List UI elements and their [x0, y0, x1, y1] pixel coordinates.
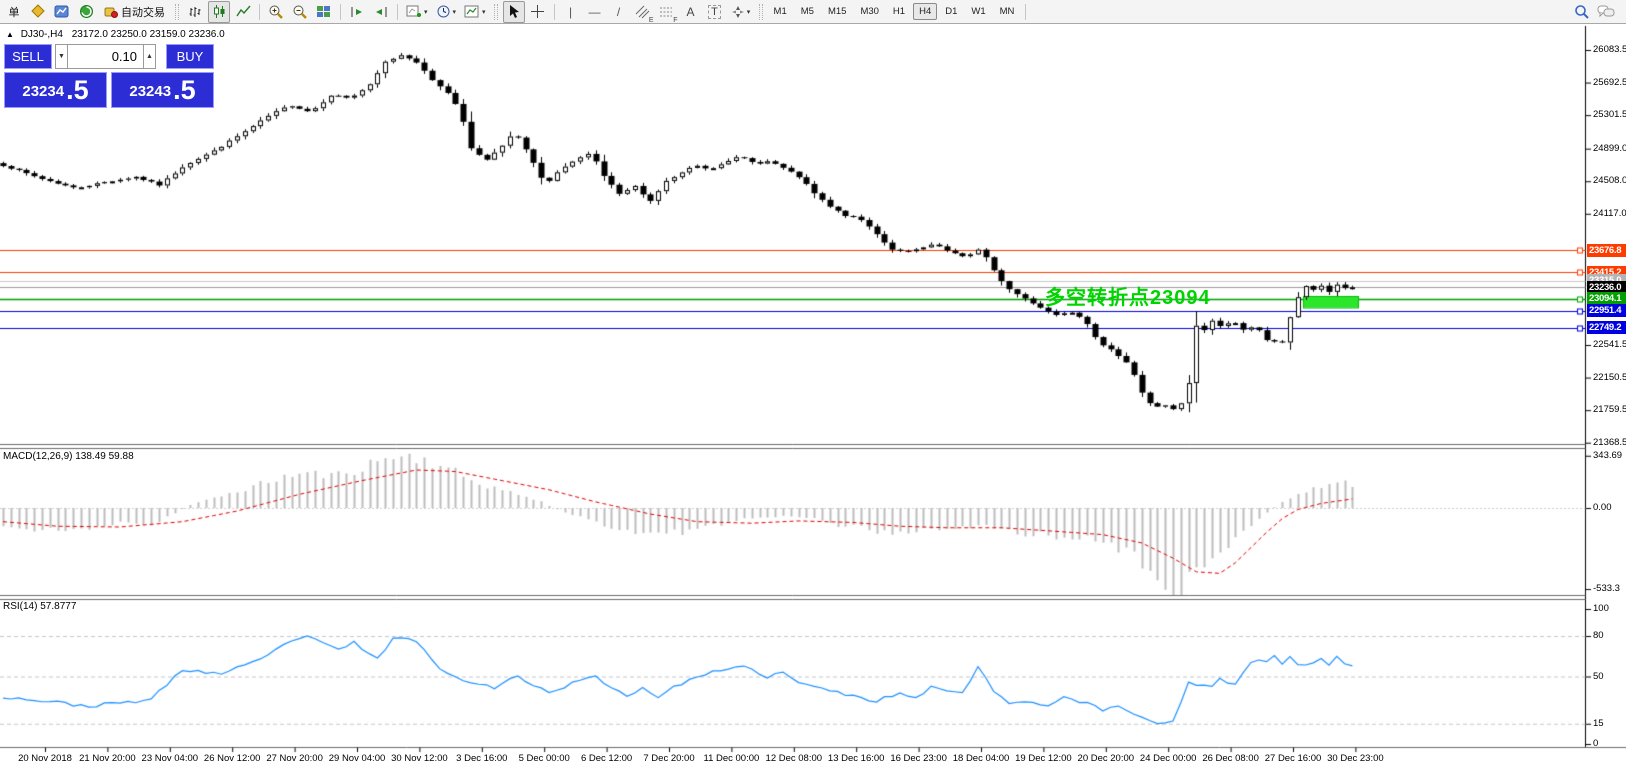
hline-glyph: —: [588, 4, 601, 19]
label-tool-glyph: T: [708, 4, 721, 19]
data-window-icon[interactable]: [51, 1, 73, 23]
auto-scroll-icon[interactable]: [346, 1, 368, 23]
sell-price-button[interactable]: 23234 .5: [4, 72, 107, 108]
timeframe-button-MN[interactable]: MN: [999, 6, 1015, 17]
one-click-trading-panel: SELL ▼ 0.10 ▲ BUY 23234 .5 23243 .5: [4, 44, 214, 108]
crosshair-tool-icon[interactable]: [527, 1, 549, 23]
channel-sub-label: E: [648, 16, 654, 24]
zoom-out-icon[interactable]: [289, 1, 311, 23]
cursor-tool-icon[interactable]: [502, 0, 525, 23]
volume-increase-button[interactable]: ▲: [143, 44, 156, 69]
toolbar-separator: [340, 3, 341, 20]
tile-windows-icon[interactable]: [313, 1, 335, 23]
collapse-panel-arrow[interactable]: ▲: [6, 30, 14, 39]
bar-chart-type-icon[interactable]: [184, 1, 206, 23]
toolbar: 单 自动交易: [0, 0, 1626, 24]
timeframe-button-H1[interactable]: H1: [892, 6, 906, 17]
timeframe-button-M30[interactable]: M30: [860, 6, 879, 17]
buy-button[interactable]: BUY: [166, 44, 214, 69]
chevron-down-icon: ▾: [482, 8, 486, 16]
ask-price-fraction: .5: [173, 75, 196, 105]
new-order-label: 单: [8, 6, 20, 19]
timeframe-button-M5[interactable]: M5: [800, 6, 814, 17]
trendline-glyph: /: [616, 4, 621, 19]
macd-indicator-label: MACD(12,26,9) 138.49 59.88: [3, 451, 134, 462]
bid-price-fraction: .5: [66, 75, 89, 105]
fibonacci-tool-icon[interactable]: F: [656, 1, 678, 24]
toolbar-grip: [493, 3, 498, 20]
timeframe-button-M15[interactable]: M15: [827, 6, 847, 17]
timeframe-button-M1[interactable]: M1: [773, 6, 787, 17]
vertical-line-tool-icon[interactable]: |: [560, 1, 582, 23]
autotrading-button[interactable]: 自动交易: [99, 1, 170, 23]
line-chart-type-icon[interactable]: [232, 1, 254, 23]
trendline-tool-icon[interactable]: /: [608, 1, 630, 23]
horizontal-line-tool-icon[interactable]: —: [584, 1, 606, 23]
arrows-tool-icon[interactable]: ▾: [728, 1, 754, 23]
panel-splitter[interactable]: [0, 594, 1586, 600]
zoom-in-icon[interactable]: [265, 1, 287, 23]
text-tool-glyph: A: [686, 4, 695, 19]
volume-input[interactable]: 0.10: [68, 44, 143, 69]
chevron-down-icon: ▾: [424, 8, 428, 16]
chart-shift-icon[interactable]: [370, 1, 392, 23]
navigator-icon[interactable]: [75, 1, 97, 23]
chart-ohlc-values: 23172.0 23250.0 23159.0 23236.0: [71, 29, 225, 40]
market-watch-icon[interactable]: [27, 1, 49, 23]
buy-price-button[interactable]: 23243 .5: [111, 72, 214, 108]
candlestick-chart-type-icon[interactable]: [208, 0, 230, 23]
autotrading-label: 自动交易: [121, 6, 165, 19]
toolbar-separator: [1025, 3, 1027, 20]
chevron-down-icon: ▾: [746, 8, 751, 16]
timeframe-button-H4[interactable]: H4: [913, 3, 938, 20]
chart-title: ▲ DJ30-,H4 23172.0 23250.0 23159.0 23236…: [6, 29, 225, 40]
ask-price: 23243: [129, 83, 172, 100]
vline-glyph: |: [568, 4, 573, 19]
text-label-tool-icon[interactable]: T: [704, 1, 726, 23]
toolbar-grip: [758, 3, 763, 20]
chevron-down-icon: ▾: [452, 8, 457, 16]
toolbar-separator: [397, 3, 398, 20]
new-order-button[interactable]: 单: [3, 1, 25, 23]
sell-button[interactable]: SELL: [4, 44, 52, 69]
rsi-indicator-label: RSI(14) 57.8777: [3, 601, 77, 612]
new-chart-icon[interactable]: ▾: [403, 1, 431, 23]
timeframe-button-D1[interactable]: D1: [945, 6, 958, 17]
text-tool-icon[interactable]: A: [680, 1, 702, 23]
search-icon[interactable]: [1571, 1, 1593, 23]
toolbar-separator: [259, 3, 260, 20]
volume-decrease-button[interactable]: ▼: [55, 44, 68, 69]
fibo-sub-label: F: [673, 16, 678, 24]
toolbar-grip: [175, 3, 179, 20]
toolbar-separator: [553, 3, 555, 20]
timeframe-button-W1[interactable]: W1: [971, 6, 986, 17]
panel-splitter[interactable]: [0, 443, 1586, 449]
bid-price: 23234: [22, 83, 65, 100]
chat-icon[interactable]: [1595, 1, 1617, 23]
period-clock-icon[interactable]: ▾: [433, 1, 460, 23]
timeframe-group: M1 M5 M15 M30 H1 H4 D1 W1 MN: [767, 3, 1022, 20]
chart-template-icon[interactable]: ▾: [461, 1, 489, 23]
equidistant-channel-tool-icon[interactable]: E: [632, 1, 654, 24]
turning-point-annotation[interactable]: 多空转折点23094: [1045, 287, 1211, 309]
chart-symbol-timeframe: DJ30-,H4: [20, 29, 63, 40]
